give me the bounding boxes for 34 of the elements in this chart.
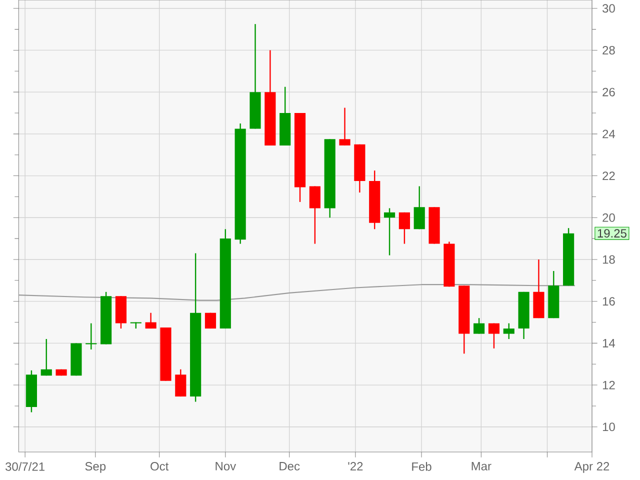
- line-series: [18, 284, 576, 301]
- text: 19.25: [598, 229, 626, 238]
- y-tick-label: 16: [602, 297, 615, 306]
- x-tick-label: Nov: [216, 462, 236, 470]
- y-tick-label: 30: [602, 4, 615, 13]
- candlestick: [145, 312, 156, 330]
- candlestick: [398, 212, 410, 244]
- y-tick-label: 10: [602, 422, 615, 432]
- candlestick: [384, 208, 396, 256]
- candlestick: [474, 317, 485, 334]
- y-tick-label: 28: [602, 46, 615, 54]
- x-tick-label: '22: [348, 462, 363, 470]
- x-tick-label: Feb: [412, 462, 432, 471]
- y-tick-label: 24: [602, 130, 616, 138]
- x-tick-label: Mar: [472, 462, 492, 470]
- x-tick-label: Oct: [150, 462, 169, 471]
- y-tick-label: 20: [602, 213, 615, 222]
- candlestick: [488, 322, 500, 350]
- x-tick-label: 30/7/21: [6, 462, 44, 471]
- candlestick: [503, 322, 514, 340]
- candlestick: [414, 186, 425, 230]
- y-tick-label: 18: [602, 255, 615, 264]
- candlestick: [40, 338, 52, 376]
- candlestick: [86, 322, 97, 350]
- x-tick-label: Apr 22: [574, 462, 610, 473]
- y-tick-label: 14: [602, 339, 616, 348]
- y-tick-label: 12: [602, 380, 615, 390]
- candlestick: [175, 368, 186, 398]
- x-tick-label: Dec: [280, 462, 300, 470]
- y-tick-label: 26: [602, 88, 615, 96]
- y-tick-label: 22: [602, 172, 615, 180]
- x-tick-label: Sep: [85, 462, 106, 473]
- candlestick: [339, 107, 350, 146]
- candlestick: [309, 186, 320, 244]
